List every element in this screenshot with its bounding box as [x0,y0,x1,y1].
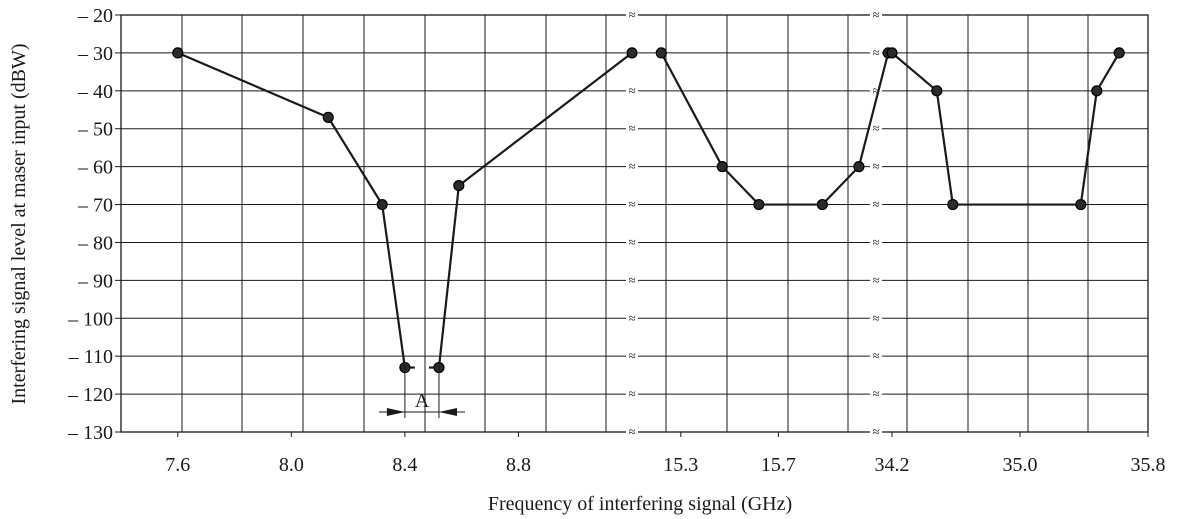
y-tick-label: – 70 [77,195,113,217]
axis-break-mask [870,274,882,287]
axis-break-marker: ≈ [872,348,879,363]
y-tick-label: – 120 [67,384,113,406]
series-line [660,52,890,206]
data-point [853,161,865,173]
axis-break-marker: ≈ [872,197,879,212]
axis-break-marker: ≈ [628,424,635,439]
grid [115,14,1149,437]
axis-break-mask [626,350,638,363]
axis-break-markers: ≈≈≈≈≈≈≈≈≈≈≈≈≈≈≈≈≈≈≈≈≈≈≈≈ [626,7,882,439]
axis-break-marker: ≈ [628,7,635,22]
axis-break-mask [870,312,882,325]
data-point [716,161,728,173]
annotation-arrowhead [438,408,457,416]
axis-break-mask [870,160,882,173]
x-tick-label: 35.0 [1003,454,1038,476]
axis-break-marker: ≈ [628,348,635,363]
axis-break-marker: ≈ [872,121,879,136]
axis-break-marker: ≈ [872,159,879,174]
data-point [626,47,638,59]
y-tick-label: – 30 [77,43,113,65]
axis-break-marker: ≈ [628,159,635,174]
x-tick-label: 34.2 [875,454,910,476]
data-point [1113,47,1125,59]
axis-break-mask [626,9,638,21]
series-line [437,52,633,368]
data-point [947,198,959,211]
data-point [886,47,898,59]
axis-break-mask [870,236,882,249]
series-line [177,51,406,368]
axis-break-marker: ≈ [872,310,879,325]
x-axis-title: Frequency of interfering signal (GHz) [488,493,792,515]
axis-break-marker: ≈ [872,83,879,98]
data-point [1091,85,1103,97]
y-tick-label: – 80 [77,232,113,254]
axis-break-mask [870,350,882,363]
axis-break-marker: ≈ [628,83,635,98]
x-tick-label: 35.8 [1131,454,1166,476]
axis-break-marker: ≈ [872,272,879,287]
axis-break-mask [870,426,882,438]
axis-break-marker: ≈ [872,45,879,60]
axis-break-marker: ≈ [628,272,635,287]
y-tick-label: – 20 [77,5,113,27]
plot-frame [120,14,1149,433]
data-point [453,179,465,192]
axis-break-marker: ≈ [872,386,879,401]
x-tick-label: 8.0 [279,454,304,476]
y-tick-labels: – 20 – 30 – 40 – 50 – 60 – 70 – 80 – 90 – 100 – 1… [67,5,113,444]
annotation-A: A [378,365,465,418]
x-tick-label: 8.4 [392,454,417,476]
data-series [172,47,1125,374]
axis-break-marker: ≈ [628,386,635,401]
data-point [931,85,943,97]
annotation-arrowhead [386,408,405,416]
axis-break-mask [870,122,882,135]
axis-break-marker: ≈ [872,234,879,249]
series-line [891,52,1121,206]
x-tick-label: 7.6 [165,454,190,476]
data-point [376,198,388,211]
data-point [172,47,184,59]
axis-break-mask [870,9,882,21]
y-tick-label: – 130 [67,422,113,444]
axis-break-mask [870,388,882,401]
axis-break-marker: ≈ [628,234,635,249]
axis-break-mask [870,46,882,59]
axis-break-mask [626,274,638,287]
y-tick-label: – 100 [67,308,113,330]
axis-break-marker: ≈ [628,310,635,325]
y-tick-label: – 50 [77,119,113,141]
axis-break-mask [626,122,638,135]
x-tick-label: 8.8 [506,454,531,476]
data-point [1075,198,1087,211]
axis-break-mask [870,198,882,211]
y-tick-label: – 60 [77,157,113,179]
y-tick-label: – 110 [68,346,113,368]
data-point [753,198,765,211]
data-point [322,111,334,123]
axis-break-mask [626,426,638,438]
axis-break-mask [626,312,638,325]
data-point [816,198,828,211]
x-tick-label: 15.7 [761,454,796,476]
data-point [655,47,667,59]
axis-break-mask [626,388,638,401]
axis-break-marker: ≈ [872,7,879,22]
x-tick-labels: 7.6 8.0 8.4 8.8 15.3 15.7 34.2 35.0 35.8 [165,454,1165,476]
axis-break-mask [626,160,638,173]
axis-break-marker: ≈ [872,424,879,439]
y-tick-label: – 90 [77,270,113,292]
y-tick-label: – 40 [77,81,113,103]
y-axis-title: Interfering signal level at maser input … [8,44,30,405]
x-tick-label: 15.3 [663,454,698,476]
annotation-label: A [415,390,430,412]
axis-break-mask [626,198,638,211]
axis-break-mask [626,84,638,97]
axis-break-marker: ≈ [628,121,635,136]
axis-break-marker: ≈ [628,197,635,212]
axis-break-mask [626,236,638,249]
